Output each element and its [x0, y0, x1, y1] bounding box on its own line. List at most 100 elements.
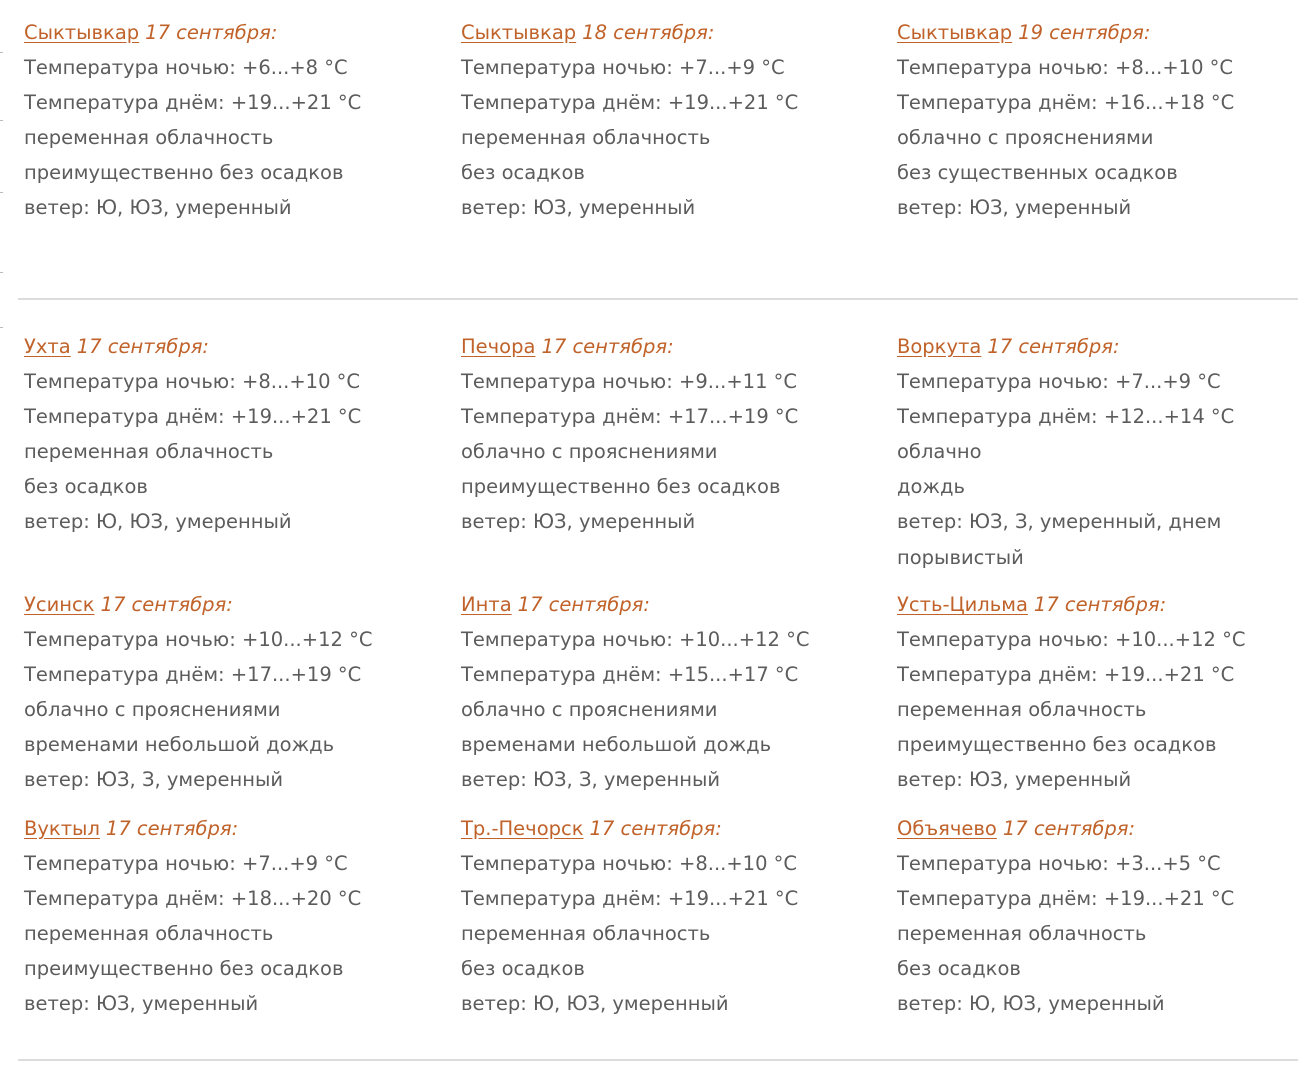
forecast-title: Усть-Цильма 17 сентября:: [897, 587, 1298, 622]
forecast-title: Объячево 17 сентября:: [897, 811, 1298, 846]
forecast-block: Печора 17 сентября: Температура ночью: +9.…: [461, 329, 881, 540]
forecast-line: облачно: [897, 440, 982, 464]
forecast-line: Температура днём: +12...+14 °C: [897, 405, 1235, 429]
forecast-line: переменная облачность: [897, 922, 1147, 946]
city-link[interactable]: Сыктывкар: [897, 21, 1013, 44]
forecast-line: Температура днём: +16...+18 °C: [897, 91, 1235, 115]
city-link[interactable]: Сыктывкар: [461, 21, 577, 44]
forecast-line: переменная облачность: [461, 126, 711, 150]
forecast-line: Температура ночью: +9...+11 °C: [461, 370, 798, 394]
forecast-date: 19 сентября:: [1018, 21, 1151, 44]
forecast-line: без осадков: [897, 957, 1021, 981]
forecast-line: Температура днём: +15...+17 °C: [461, 663, 799, 687]
forecast-line: переменная облачность: [461, 922, 711, 946]
forecast-title: Вуктыл 17 сентября:: [24, 811, 444, 846]
forecast-line: ветер: ЮЗ, умеренный: [461, 510, 696, 534]
forecast-title: Сыктывкар 17 сентября:: [24, 15, 444, 50]
forecast-line: Температура днём: +17...+19 °C: [461, 405, 799, 429]
divider: [18, 298, 1298, 300]
forecast-line: ветер: ЮЗ, умеренный: [897, 768, 1132, 792]
forecast-line: ветер: ЮЗ, З, умеренный: [24, 768, 284, 792]
forecast-line: временами небольшой дождь: [24, 733, 335, 757]
forecast-line: Температура ночью: +7...+9 °C: [897, 370, 1221, 394]
forecast-title: Печора 17 сентября:: [461, 329, 881, 364]
forecast-date: 17 сентября:: [541, 335, 674, 358]
forecast-title: Сыктывкар 18 сентября:: [461, 15, 881, 50]
forecast-line: облачно с прояснениями: [897, 126, 1154, 150]
forecast-date: 17 сентября:: [100, 593, 233, 616]
forecast-line: переменная облачность: [24, 922, 274, 946]
city-link[interactable]: Печора: [461, 335, 536, 358]
forecast-line: Температура днём: +19...+21 °C: [461, 887, 799, 911]
forecast-line: ветер: Ю, ЮЗ, умеренный: [24, 196, 292, 220]
forecast-line: без осадков: [461, 161, 585, 185]
forecast-line: облачно с прояснениями: [461, 440, 718, 464]
forecast-title: Инта 17 сентября:: [461, 587, 881, 622]
forecast-title: Ухта 17 сентября:: [24, 329, 444, 364]
edge-mark: [0, 272, 3, 273]
forecast-date: 17 сентября:: [105, 817, 239, 840]
forecast-block: Тр.-Печорск 17 сентября: Температура ночью…: [461, 811, 881, 1022]
forecast-line: ветер: ЮЗ, умеренный: [897, 196, 1132, 220]
forecast-line: ветер: ЮЗ, З, умеренный, днем: [897, 510, 1222, 534]
forecast-line: Температура днём: +19...+21 °C: [897, 663, 1235, 687]
forecast-line: Температура ночью: +8...+10 °C: [24, 370, 361, 394]
forecast-title: Усинск 17 сентября:: [24, 587, 444, 622]
forecast-line: Температура днём: +19...+21 °C: [24, 405, 362, 429]
forecast-line: ветер: ЮЗ, умеренный: [24, 992, 259, 1016]
city-link[interactable]: Ухта: [24, 335, 71, 358]
forecast-title: Сыктывкар 19 сентября:: [897, 15, 1298, 50]
divider: [18, 1059, 1298, 1061]
forecast-date: 17 сентября:: [1002, 817, 1136, 840]
edge-mark: [0, 120, 3, 121]
city-link[interactable]: Инта: [461, 593, 512, 616]
forecast-block: Сыктывкар 18 сентября: Температура ночью: …: [461, 15, 881, 226]
forecast-line: ветер: Ю, ЮЗ, умеренный: [461, 992, 729, 1016]
forecast-line: преимущественно без осадков: [897, 733, 1217, 757]
forecast-block: Вуктыл 17 сентября: Температура ночью: +7.…: [24, 811, 444, 1022]
forecast-line: ветер: Ю, ЮЗ, умеренный: [897, 992, 1165, 1016]
city-link[interactable]: Вуктыл: [24, 817, 100, 840]
forecast-line: Температура ночью: +10...+12 °C: [24, 628, 373, 652]
city-link[interactable]: Воркута: [897, 335, 982, 358]
forecast-line: Температура ночью: +7...+9 °C: [24, 852, 348, 876]
forecast-date: 17 сентября:: [987, 335, 1120, 358]
forecast-line: Температура ночью: +8...+10 °C: [897, 56, 1234, 80]
forecast-line: Температура днём: +17...+19 °C: [24, 663, 362, 687]
forecast-line: Температура днём: +19...+21 °C: [897, 887, 1235, 911]
forecast-line: преимущественно без осадков: [24, 957, 344, 981]
forecast-date: 17 сентября:: [589, 817, 722, 840]
forecast-title: Тр.-Печорск 17 сентября:: [461, 811, 881, 846]
forecast-line: облачно с прояснениями: [461, 698, 718, 722]
forecast-date: 17 сентября:: [76, 335, 210, 358]
forecast-line: переменная облачность: [24, 126, 274, 150]
forecast-date: 18 сентября:: [582, 21, 715, 44]
forecast-line: переменная облачность: [24, 440, 274, 464]
city-link[interactable]: Усть-Цильма: [897, 593, 1028, 616]
forecast-line: облачно с прояснениями: [24, 698, 281, 722]
edge-mark: [0, 327, 3, 328]
forecast-block: Усть-Цильма 17 сентября: Температура ночью…: [897, 587, 1298, 798]
city-link[interactable]: Сыктывкар: [24, 21, 140, 44]
city-link[interactable]: Объячево: [897, 817, 997, 840]
forecast-line: без осадков: [24, 475, 148, 499]
forecast-line: дождь: [897, 475, 965, 499]
forecast-block: Ухта 17 сентября: Температура ночью: +8...…: [24, 329, 444, 540]
city-link[interactable]: Тр.-Печорск: [461, 817, 584, 840]
forecast-title: Воркута 17 сентября:: [897, 329, 1298, 364]
city-link[interactable]: Усинск: [24, 593, 95, 616]
forecast-line: преимущественно без осадков: [24, 161, 344, 185]
forecast-line: без существенных осадков: [897, 161, 1178, 185]
forecast-block: Инта 17 сентября: Температура ночью: +10..…: [461, 587, 881, 798]
forecast-line: ветер: ЮЗ, умеренный: [461, 196, 696, 220]
forecast-line: временами небольшой дождь: [461, 733, 772, 757]
forecast-line: ветер: Ю, ЮЗ, умеренный: [24, 510, 292, 534]
edge-mark: [0, 52, 3, 53]
forecast-line: Температура ночью: +6...+8 °C: [24, 56, 348, 80]
forecast-line: Температура днём: +18...+20 °C: [24, 887, 362, 911]
forecast-line: порывистый: [897, 545, 1024, 569]
forecast-line: Температура ночью: +10...+12 °C: [461, 628, 810, 652]
forecast-block: Сыктывкар 17 сентября: Температура ночью: …: [24, 15, 444, 226]
forecast-line: Температура ночью: +3...+5 °C: [897, 852, 1221, 876]
forecast-line: переменная облачность: [897, 698, 1147, 722]
